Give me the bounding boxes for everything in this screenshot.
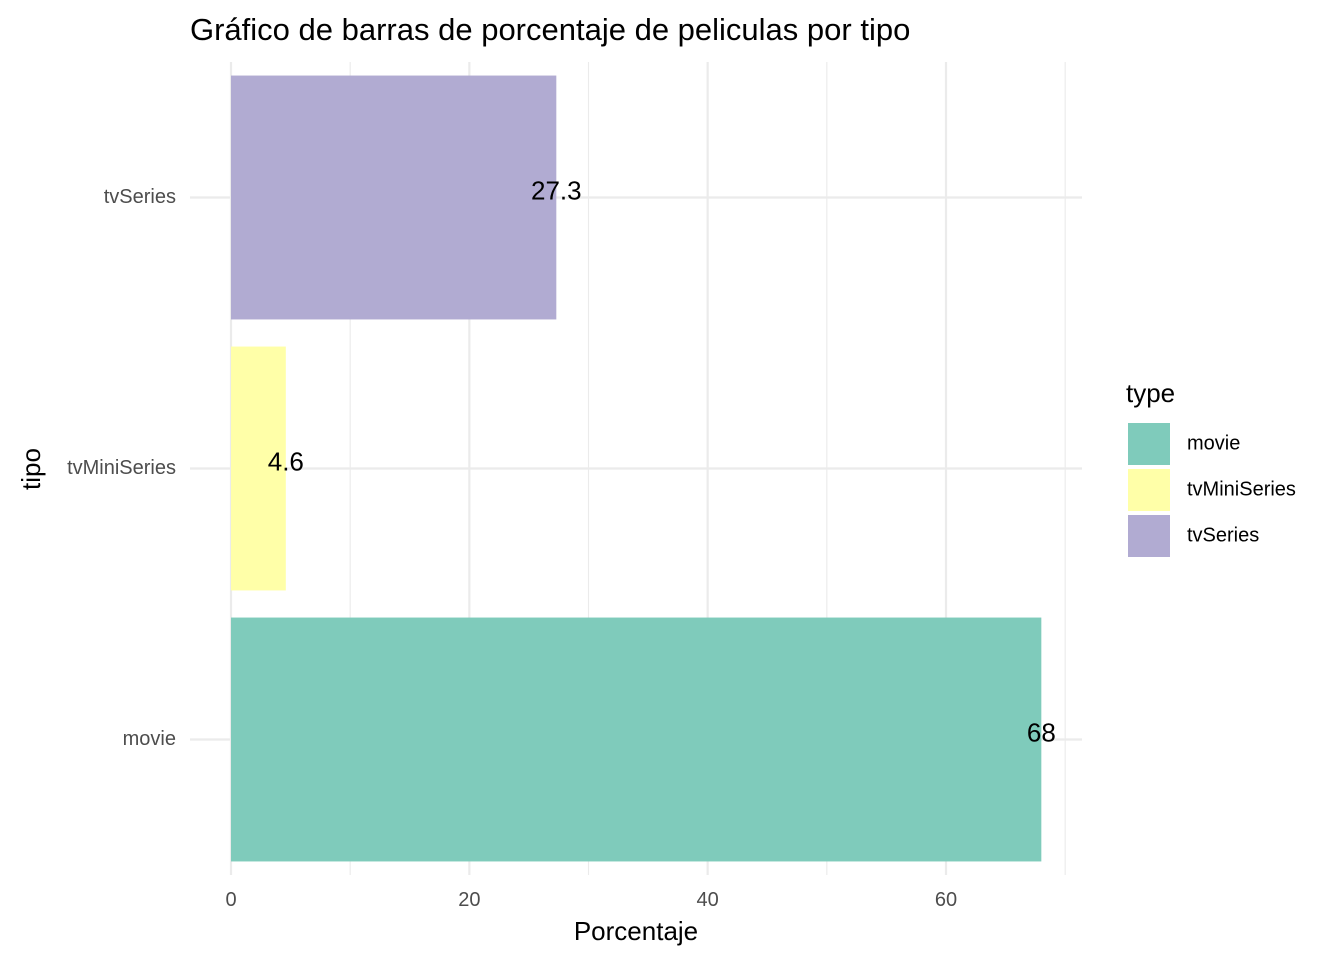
x-tick-label: 0 xyxy=(225,889,236,911)
bar-tvSeries xyxy=(231,75,557,320)
x-tick-label: 40 xyxy=(697,889,719,911)
legend-key-tvSeries xyxy=(1128,515,1170,557)
bar-tvMiniSeries xyxy=(231,346,286,591)
y-axis-ticks: movie tvMiniSeries tvSeries xyxy=(67,186,176,750)
data-label-tvSeries: 27.3 xyxy=(531,175,582,205)
legend: type movie tvMiniSeries tvSeries xyxy=(1126,378,1296,557)
legend-title: type xyxy=(1126,378,1175,408)
data-labels: 68 4.6 27.3 xyxy=(268,175,1056,747)
legend-label-tvMiniSeries: tvMiniSeries xyxy=(1187,478,1296,500)
y-tick-label: tvSeries xyxy=(104,186,176,208)
legend-label-movie: movie xyxy=(1187,432,1240,454)
legend-key-tvMiniSeries xyxy=(1128,469,1170,511)
y-axis-title: tipo xyxy=(16,448,46,490)
y-tick-label: movie xyxy=(123,728,176,750)
chart-title: Gráfico de barras de porcentaje de pelic… xyxy=(190,12,910,47)
legend-key-movie xyxy=(1128,423,1170,465)
legend-label-tvSeries: tvSeries xyxy=(1187,524,1259,546)
data-label-movie: 68 xyxy=(1027,717,1056,747)
x-tick-label: 20 xyxy=(458,889,480,911)
x-axis-title: Porcentaje xyxy=(574,916,698,946)
data-label-tvMiniSeries: 4.6 xyxy=(268,446,304,476)
bar-movie xyxy=(231,617,1042,862)
x-axis-ticks: 0 20 40 60 xyxy=(225,889,957,911)
x-tick-label: 60 xyxy=(935,889,957,911)
y-tick-label: tvMiniSeries xyxy=(67,457,176,479)
bars xyxy=(231,75,1042,862)
